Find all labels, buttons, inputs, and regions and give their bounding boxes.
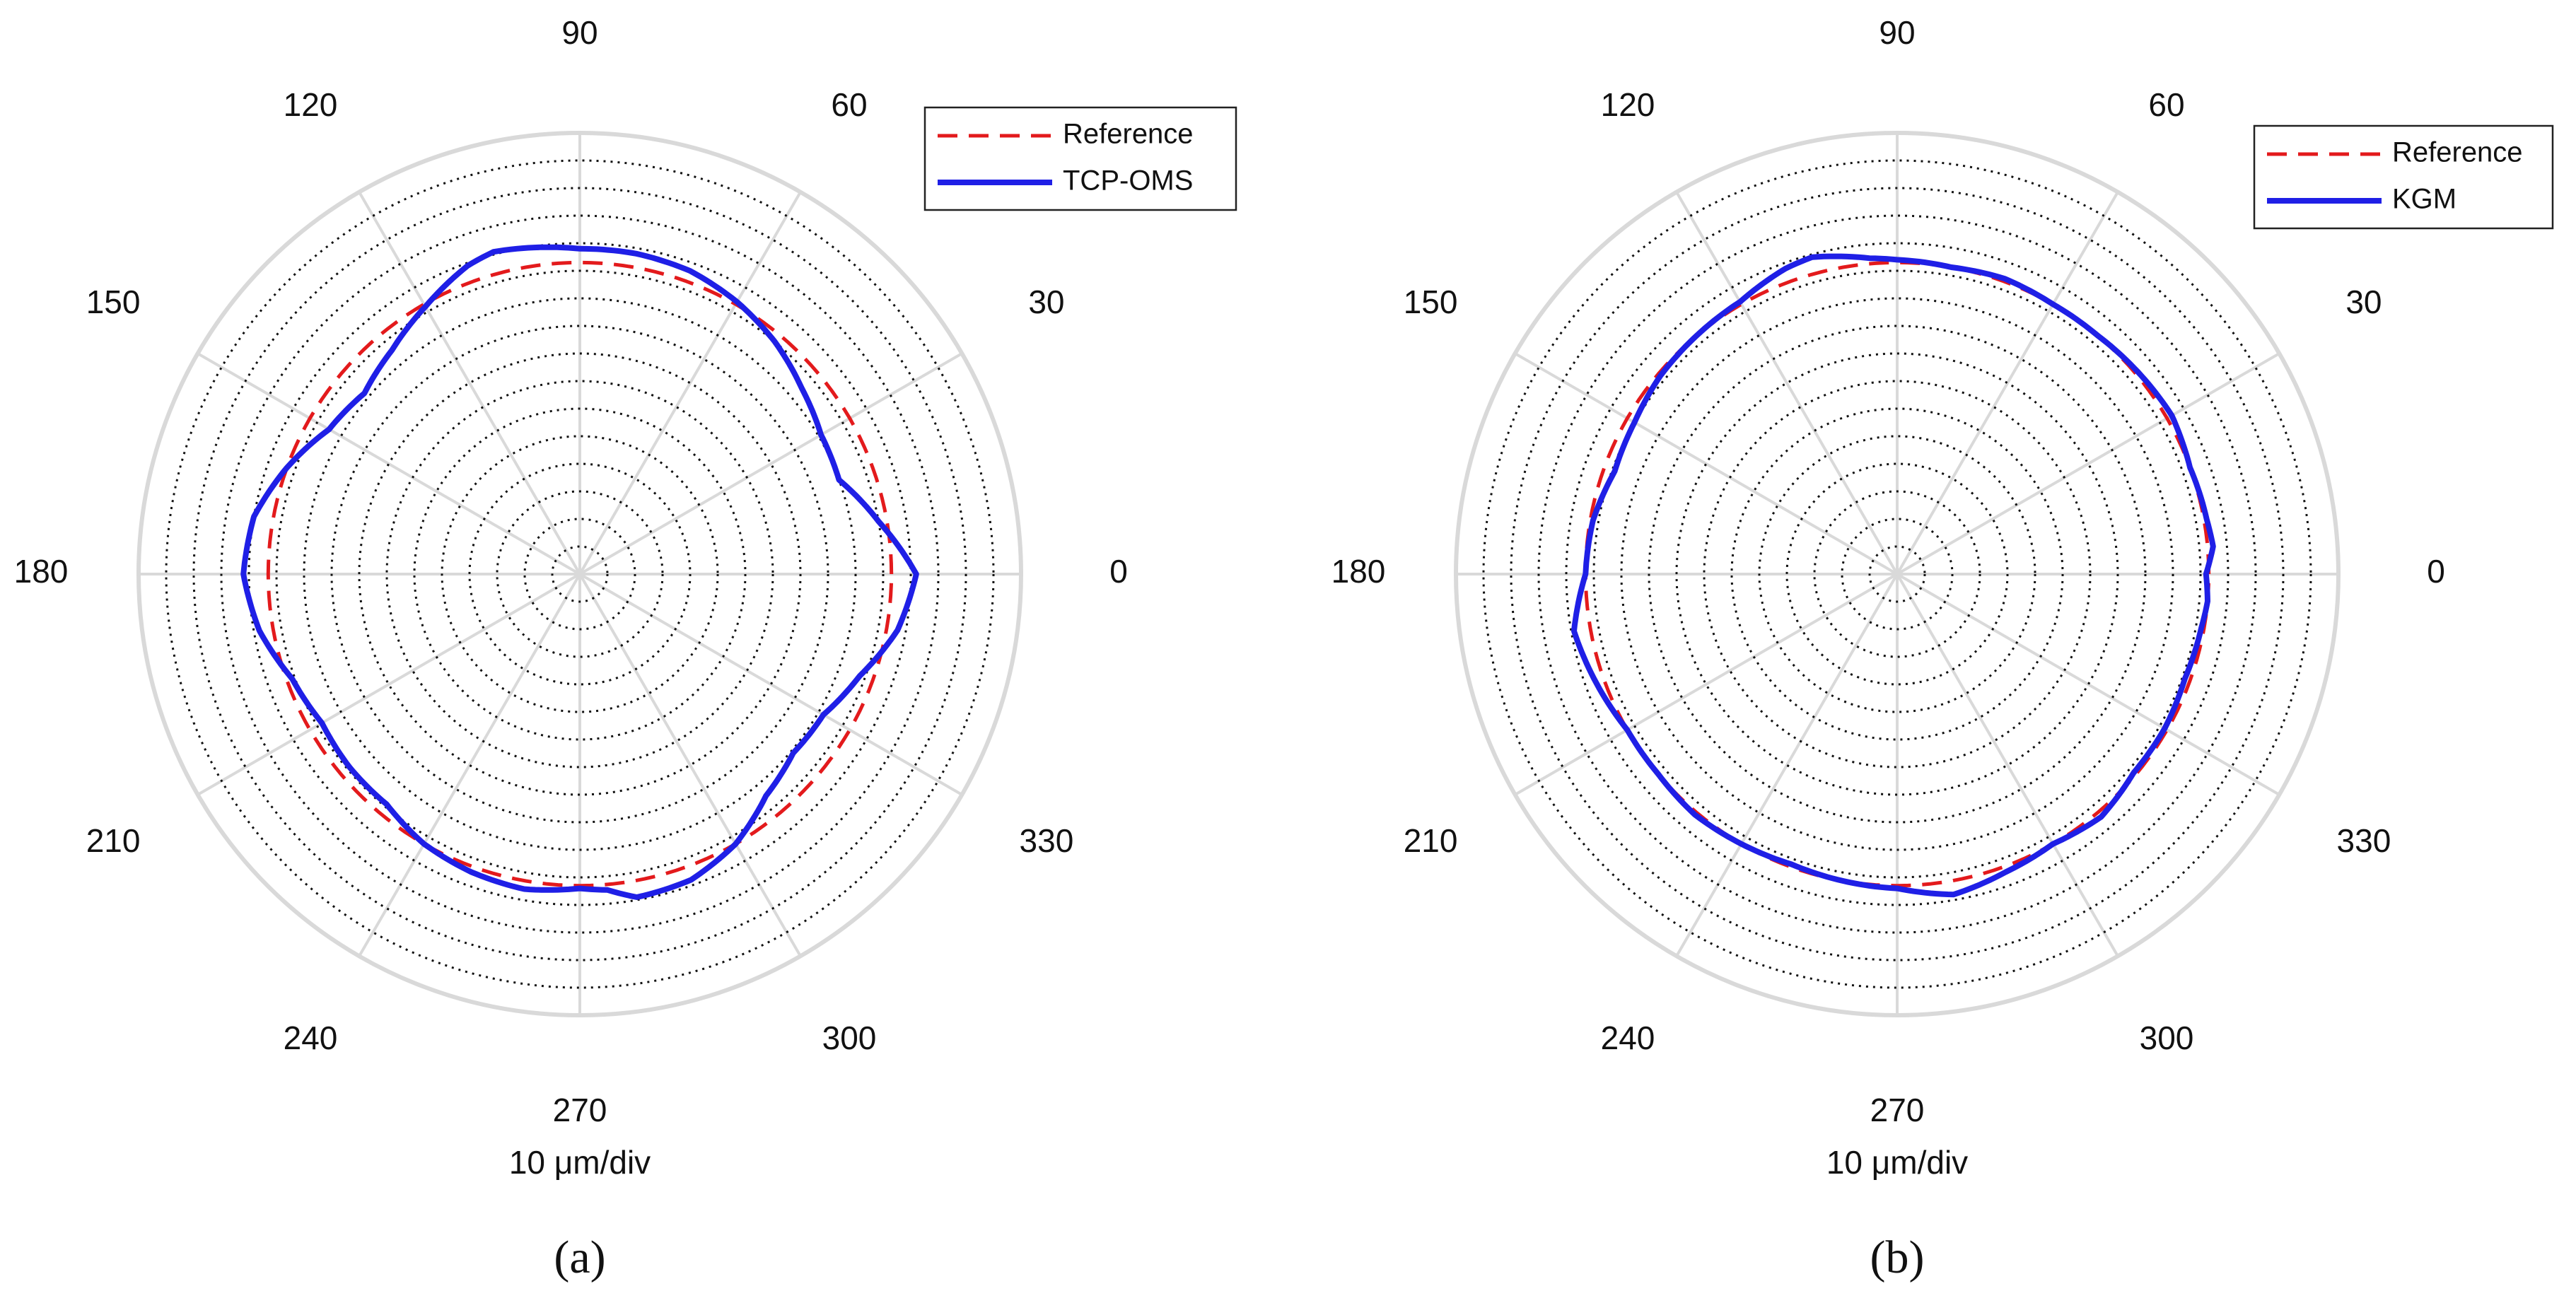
spoke-line [197, 352, 963, 796]
grid-ring [441, 435, 719, 713]
panel-label: (b) [1870, 1232, 1925, 1283]
angle-tick-label: 300 [2140, 1019, 2194, 1056]
legend-label: Reference [2392, 137, 2523, 168]
angle-tick-label: 150 [1404, 284, 1458, 320]
series-line-kgm [1571, 253, 2216, 898]
angle-tick-label: 150 [86, 284, 141, 320]
panel-label: (a) [554, 1232, 605, 1283]
grid-ring [220, 214, 940, 934]
angle-tick-label: 180 [14, 553, 69, 590]
grid-ring [1675, 352, 2119, 796]
angle-tick-label: 90 [1879, 14, 1915, 51]
legend-box [2253, 124, 2554, 230]
angle-tick-label: 0 [1109, 553, 1128, 590]
angle-tick-label: 270 [553, 1092, 607, 1128]
grid-ring [1482, 159, 2312, 989]
grid-ring [468, 462, 692, 686]
angle-tick-label: 210 [86, 822, 141, 859]
angle-tick-label: 180 [1331, 553, 1386, 590]
angle-tick-label: 300 [822, 1019, 877, 1056]
grid-ring [1537, 214, 2257, 934]
angle-tick-label: 30 [2345, 284, 2382, 320]
grid-ring [496, 490, 664, 658]
outer-ring [136, 131, 1023, 1017]
angle-tick-label: 90 [561, 14, 598, 51]
radial-unit-label: 10 μm/div [1826, 1144, 1968, 1181]
outer-ring [1454, 131, 2341, 1017]
spoke-line [1514, 352, 2280, 796]
grid-ring [551, 545, 609, 603]
grid-ring [1841, 518, 1954, 631]
grid-ring [1785, 462, 2009, 686]
angle-tick-label: 0 [2427, 553, 2445, 590]
grid-ring [1620, 297, 2174, 851]
legend-label: TCP-OMS [1063, 165, 1193, 197]
grid-ring [358, 352, 802, 796]
angle-tick-label: 240 [284, 1019, 338, 1056]
grid-ring [1758, 435, 2036, 713]
grid-ring [1868, 545, 1926, 603]
polar-chart-b: 0 30 60 90 120 150 180 210 240 270 300 330 Reference… [1331, 14, 2554, 1283]
grid-ring [1813, 490, 1981, 658]
angle-tick-label: 120 [1601, 86, 1655, 123]
legend-label: Reference [1063, 119, 1194, 150]
grid-ring [303, 297, 857, 851]
angle-tick-label: 120 [284, 86, 338, 123]
grid-ring [1565, 242, 2230, 906]
radial-unit-label: 10 μm/div [509, 1144, 651, 1181]
grid-ring [385, 380, 774, 769]
grid-ring [413, 407, 747, 741]
polar-chart-a: 0 30 60 90 120 150 180 210 240 270 300 330 Reference… [14, 14, 1237, 1283]
grid-ring [275, 269, 885, 879]
angle-tick-label: 330 [2337, 822, 2391, 859]
grid-ring [330, 325, 829, 824]
legend-box [923, 106, 1237, 211]
angle-tick-label: 330 [1020, 822, 1074, 859]
grid-ring [1730, 407, 2064, 741]
grid-ring [1648, 325, 2147, 824]
angle-tick-label: 60 [831, 86, 867, 123]
grid-ring [165, 159, 995, 989]
angle-tick-label: 270 [1870, 1092, 1925, 1128]
legend-label: KGM [2392, 184, 2456, 215]
series-line-tcp-oms [240, 244, 919, 900]
grid-ring [192, 187, 967, 962]
legend: Reference KGM [2253, 124, 2554, 230]
angle-tick-label: 60 [2148, 86, 2184, 123]
grid-ring [247, 242, 912, 906]
angle-tick-label: 210 [1404, 822, 1458, 859]
grid-ring [1592, 269, 2202, 879]
angle-tick-label: 240 [1601, 1019, 1655, 1056]
grid-ring [1510, 187, 2285, 962]
legend: Reference TCP-OMS [923, 106, 1237, 211]
angle-tick-label: 30 [1028, 284, 1064, 320]
grid-ring [1703, 380, 2092, 769]
grid-ring [523, 518, 636, 631]
